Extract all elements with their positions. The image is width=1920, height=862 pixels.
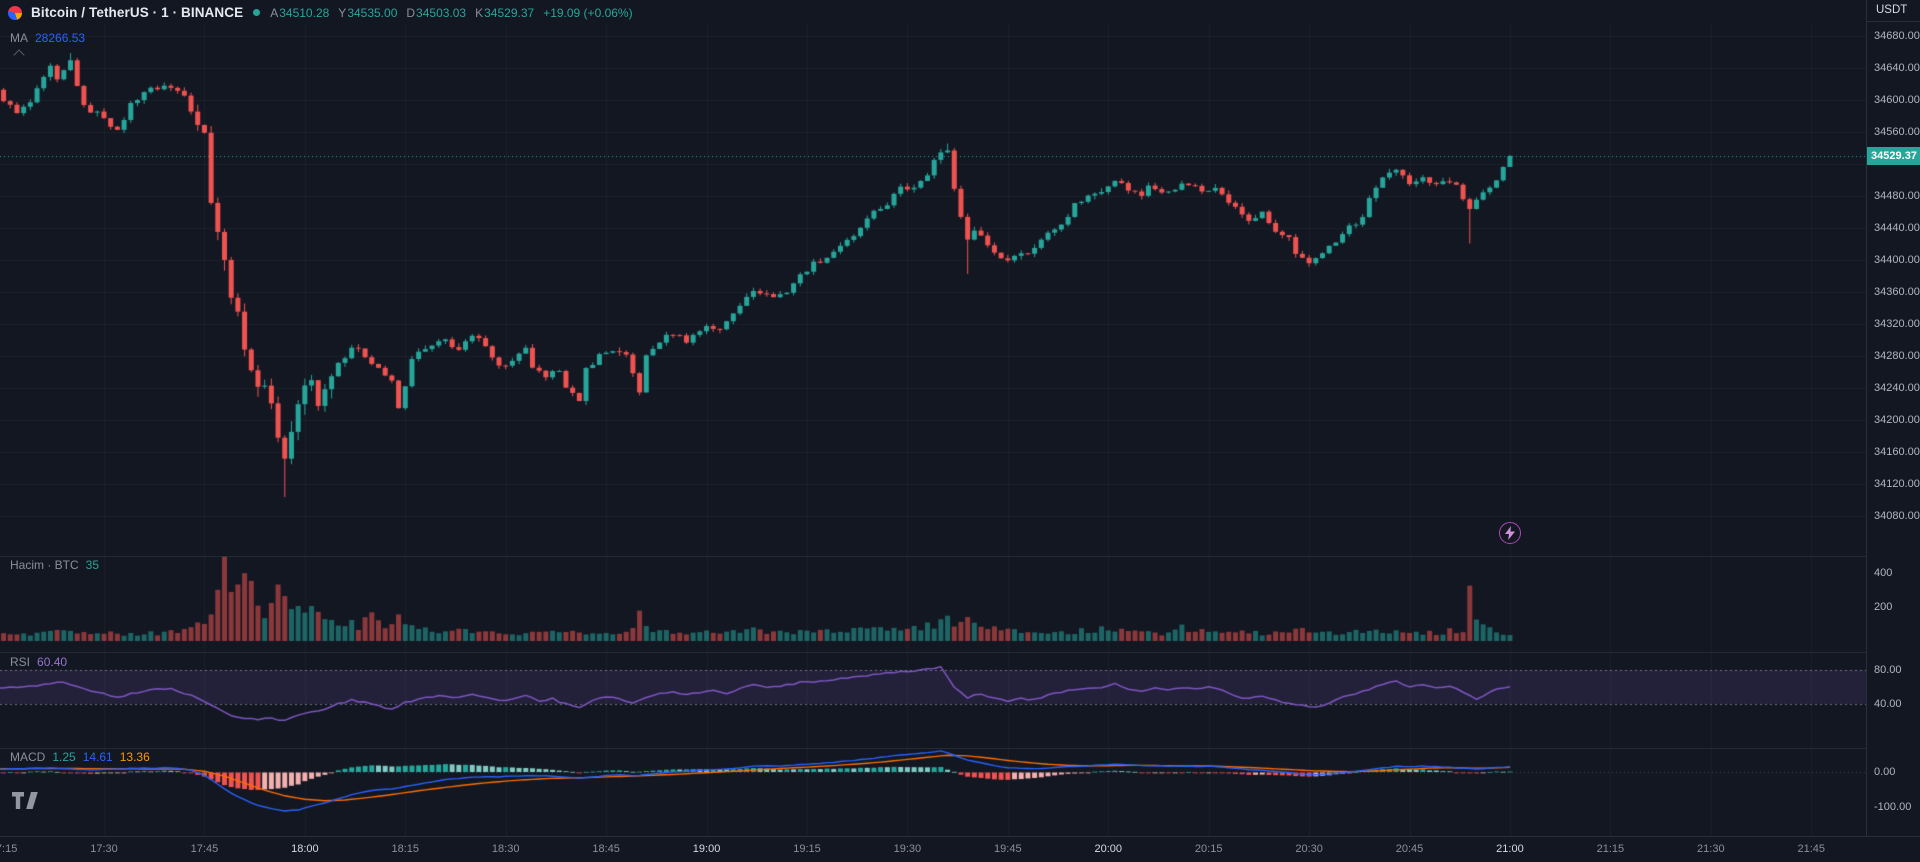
ohlc-high-label: Y [338,5,347,20]
time-axis[interactable]: 17:15 17:30 17:45 18:00 18:15 18:30 18:45 19:00… [0,836,1920,862]
axis-label: 34560.00 [1874,125,1920,138]
ohlc-low: D34503.03 [406,6,466,20]
axis-label: 0.00 [1874,766,1896,778]
currency-tab[interactable]: USDT [1867,0,1920,22]
ohlc-high: Y34535.00 [338,6,397,20]
axis-label: 34480.00 [1874,189,1920,202]
time-axis-label: 20:15 [1194,843,1223,855]
axis-label: 34160.00 [1874,445,1920,458]
spark-icon[interactable] [1499,522,1521,544]
ohlc-close-label: K [475,5,484,20]
axis-label: 34240.00 [1874,381,1920,394]
axis-label: 34360.00 [1874,285,1920,298]
axis-label: 34120.00 [1874,477,1920,490]
axis-label: 34400.00 [1874,253,1920,266]
time-axis-label: 17:30 [90,843,118,855]
macd-label: MACD [10,750,46,764]
time-axis-label: 21:45 [1797,843,1825,855]
tradingview-logo[interactable] [12,792,40,814]
market-status-icon [253,9,261,16]
time-axis-label: 21:00 [1496,843,1524,855]
price-axis[interactable]: USDT 34529.37 34680.00 34640.00 34600.00 34… [1866,0,1920,836]
rsi-pane-chart[interactable] [0,652,1866,748]
pane-separator[interactable] [0,748,1920,749]
time-axis-label: 17:15 [0,843,18,855]
macd-pane-chart[interactable] [0,748,1866,836]
symbol-legend: Bitcoin / TetherUS · 1 · BINANCE A34510.… [8,5,633,20]
time-axis-label: 18:00 [291,843,319,855]
time-axis-label: 20:45 [1395,843,1424,855]
last-price-badge: 34529.37 [1867,147,1920,165]
time-axis-label: 20:30 [1295,843,1323,855]
axis-label: 34080.00 [1874,509,1920,522]
ohlc-close-value: 34529.37 [484,5,535,20]
rsi-value: 60.40 [37,655,68,669]
time-axis-label: 20:00 [1094,843,1123,855]
time-axis-label: 19:00 [692,843,721,855]
macd-legend: MACD 1.25 14.61 13.36 [10,750,150,764]
time-axis-label: 17:45 [190,843,219,855]
macd-hist-value: 1.25 [52,750,76,764]
macd-line-value: 14.61 [82,750,113,764]
rsi-label: RSI [10,655,31,669]
ohlc-low-label: D [406,5,416,20]
pane-separator[interactable] [0,556,1920,557]
volume-legend: Hacim · BTC 35 [10,558,99,572]
ohlc-open-value: 34510.28 [279,5,330,20]
volume-pane-chart[interactable] [0,556,1866,652]
macd-signal-value: 13.36 [119,750,150,764]
ohlc-close: K34529.37 [475,6,534,20]
axis-label: 34440.00 [1874,221,1920,234]
axis-label: 200 [1874,601,1893,613]
axis-label: 80.00 [1874,664,1902,676]
ohlc-open: A34510.28 [270,6,329,20]
main-price-chart[interactable] [0,24,1866,556]
ma-label: MA [10,31,28,45]
time-axis-label: 19:15 [793,843,821,855]
time-axis-label: 18:30 [491,843,520,855]
volume-label: Hacim · BTC [10,558,79,572]
axis-label: -100.00 [1874,801,1912,813]
ma-value: 28266.53 [35,31,86,45]
lightning-bolt-icon [1505,526,1515,540]
axis-label: 34280.00 [1874,349,1920,362]
time-axis-label: 21:15 [1596,843,1625,855]
ma-legend: MA 28266.53 [10,31,85,45]
symbol-logo-icon [8,5,22,20]
symbol-title[interactable]: Bitcoin / TetherUS · 1 · BINANCE [31,5,244,20]
tradingview-logo-icon [12,792,38,809]
rsi-legend: RSI 60.40 [10,655,67,669]
axis-label: 34680.00 [1874,29,1920,42]
ohlc-high-value: 34535.00 [347,5,398,20]
axis-label: 34200.00 [1874,413,1920,426]
price-change: +19.09 (+0.06%) [543,5,633,20]
pane-separator[interactable] [0,652,1920,653]
axis-label: 400 [1874,567,1893,579]
time-axis-label: 18:15 [391,843,420,855]
time-axis-label: 18:45 [592,843,620,855]
axis-label: 34600.00 [1874,93,1920,106]
axis-label: 34320.00 [1874,317,1920,330]
ohlc-open-label: A [270,5,279,20]
axis-label: 34640.00 [1874,61,1920,74]
volume-value: 35 [85,558,100,572]
time-axis-label: 19:45 [994,843,1022,855]
ohlc-low-value: 34503.03 [416,5,467,20]
axis-label: 40.00 [1874,698,1902,710]
time-axis-label: 21:30 [1697,843,1725,855]
time-axis-label: 19:30 [893,843,922,855]
